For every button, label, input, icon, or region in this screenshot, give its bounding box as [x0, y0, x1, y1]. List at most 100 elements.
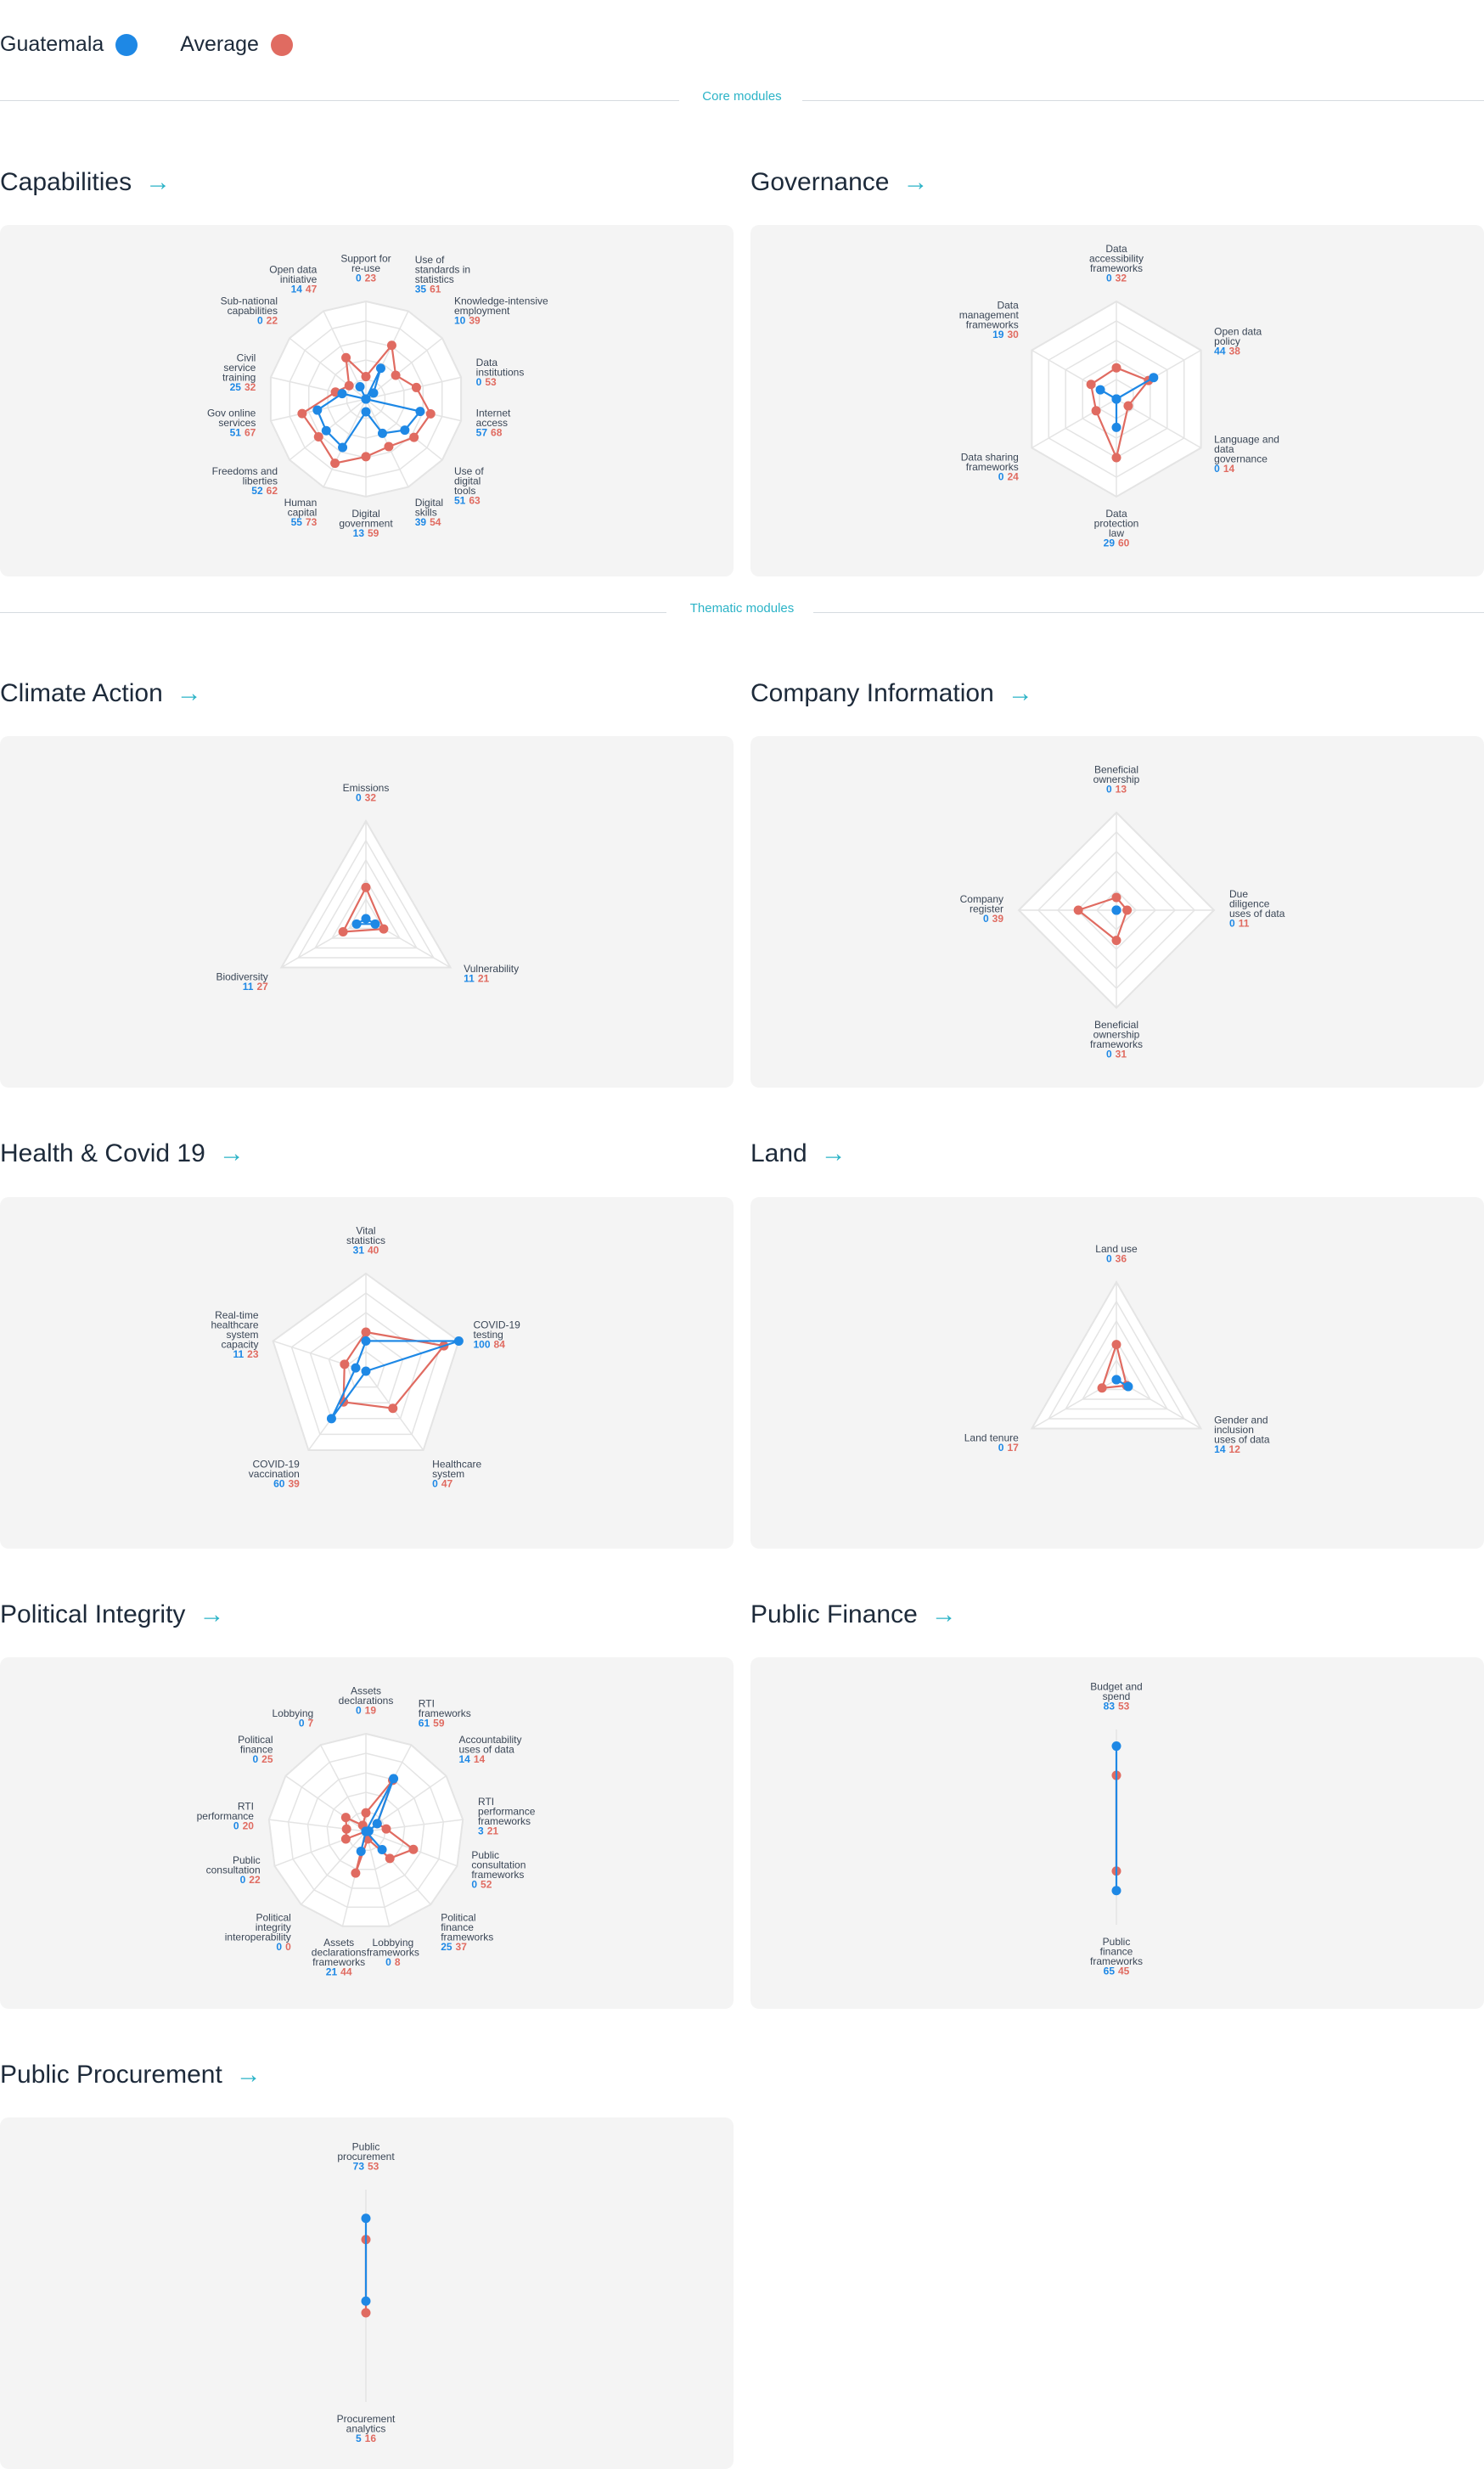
data-point-average[interactable]: [385, 1853, 395, 1864]
data-point-country[interactable]: [453, 1336, 464, 1346]
data-point-country[interactable]: [361, 1826, 371, 1836]
data-point-country[interactable]: [312, 405, 323, 415]
data-point-country[interactable]: [321, 425, 331, 436]
right-arrow-icon[interactable]: →: [145, 168, 171, 196]
data-point-country[interactable]: [400, 425, 410, 436]
data-point-country[interactable]: [361, 1366, 371, 1376]
right-arrow-icon[interactable]: →: [235, 2061, 261, 2089]
data-point-country[interactable]: [361, 914, 371, 924]
data-point-country[interactable]: [372, 1819, 382, 1829]
country-value: 35: [415, 284, 427, 295]
right-arrow-icon[interactable]: →: [1007, 679, 1033, 707]
data-point-country[interactable]: [389, 1774, 399, 1784]
section-title-company-information[interactable]: Company Information →: [750, 679, 1033, 708]
data-point-average[interactable]: [297, 408, 307, 419]
data-point-country[interactable]: [1149, 373, 1159, 383]
data-point-country[interactable]: [368, 388, 379, 398]
data-point-country[interactable]: [415, 407, 425, 417]
section-title-land[interactable]: Land →: [750, 1139, 846, 1168]
right-arrow-icon[interactable]: →: [176, 679, 202, 707]
data-point-country[interactable]: [377, 1845, 387, 1855]
data-point-country[interactable]: [377, 428, 387, 438]
data-point-country[interactable]: [355, 381, 365, 391]
section-title-governance[interactable]: Governance →: [750, 168, 928, 197]
data-point-average[interactable]: [361, 882, 371, 892]
data-point-average[interactable]: [330, 458, 340, 469]
right-arrow-icon[interactable]: →: [218, 1139, 245, 1167]
data-point-country[interactable]: [351, 1363, 361, 1373]
data-point-country[interactable]: [375, 363, 385, 374]
data-point-average[interactable]: [340, 1359, 350, 1369]
data-point-average[interactable]: [338, 927, 348, 937]
data-point-country[interactable]: [1111, 1375, 1121, 1385]
data-point-country[interactable]: [1111, 394, 1121, 404]
data-point-country[interactable]: [370, 919, 380, 929]
data-point-country[interactable]: [361, 2296, 371, 2306]
section-title-capabilities[interactable]: Capabilities →: [0, 168, 171, 197]
data-point-average[interactable]: [1111, 363, 1121, 373]
data-point-average[interactable]: [361, 2308, 371, 2318]
right-arrow-icon[interactable]: →: [902, 168, 929, 196]
data-point-country[interactable]: [1111, 422, 1121, 432]
data-point-average[interactable]: [1123, 401, 1133, 411]
data-point-country[interactable]: [351, 919, 362, 929]
data-point-average[interactable]: [313, 431, 323, 441]
data-point-average[interactable]: [1097, 1383, 1107, 1393]
data-point-average[interactable]: [361, 1808, 371, 1818]
data-point-average[interactable]: [384, 441, 394, 452]
data-point-average[interactable]: [361, 1327, 371, 1337]
data-point-country[interactable]: [361, 394, 371, 404]
data-point-country[interactable]: [361, 407, 371, 417]
data-point-average[interactable]: [1091, 406, 1101, 416]
data-point-average[interactable]: [361, 372, 371, 382]
data-point-average[interactable]: [1086, 380, 1096, 390]
data-point-average[interactable]: [411, 382, 421, 392]
data-point-country[interactable]: [361, 1336, 371, 1346]
right-arrow-icon[interactable]: →: [199, 1600, 225, 1628]
data-point-average[interactable]: [1111, 1340, 1121, 1350]
axis-label-text: Political finance: [238, 1734, 273, 1755]
data-point-average[interactable]: [344, 380, 354, 391]
data-point-country[interactable]: [1095, 385, 1105, 395]
section-title-climate-action[interactable]: Climate Action →: [0, 679, 202, 708]
section-title-political-integrity[interactable]: Political Integrity →: [0, 1600, 224, 1629]
data-point-average[interactable]: [408, 1844, 419, 1854]
data-point-average[interactable]: [341, 1824, 351, 1834]
data-point-average[interactable]: [341, 352, 351, 363]
data-point-country[interactable]: [361, 2213, 371, 2224]
data-point-average[interactable]: [388, 1403, 398, 1414]
data-point-average[interactable]: [409, 432, 419, 442]
data-point-average[interactable]: [386, 340, 396, 351]
data-point-average[interactable]: [340, 1813, 351, 1823]
legend-item-country[interactable]: Guatemala: [0, 32, 138, 57]
right-arrow-icon[interactable]: →: [820, 1139, 846, 1167]
section-title-health-covid-19[interactable]: Health & Covid 19 →: [0, 1139, 245, 1168]
data-point-country[interactable]: [1111, 1886, 1121, 1896]
series-line-average: [341, 885, 385, 933]
data-point-average[interactable]: [1111, 936, 1121, 946]
section-title-public-finance[interactable]: Public Finance →: [750, 1600, 957, 1629]
data-point-country[interactable]: [356, 1846, 366, 1856]
data-point-country[interactable]: [1111, 905, 1121, 915]
data-point-country[interactable]: [1123, 1381, 1133, 1392]
data-point-average[interactable]: [1111, 453, 1121, 463]
data-point-average[interactable]: [1122, 905, 1133, 915]
section-title-public-procurement[interactable]: Public Procurement →: [0, 2061, 261, 2089]
data-point-average[interactable]: [361, 452, 371, 462]
data-point-average[interactable]: [1111, 892, 1121, 903]
data-point-country[interactable]: [338, 442, 348, 453]
data-point-average[interactable]: [351, 1868, 361, 1878]
data-point-average[interactable]: [391, 370, 401, 380]
data-point-country[interactable]: [326, 1414, 336, 1424]
data-point-average[interactable]: [1073, 905, 1083, 915]
data-point-country[interactable]: [1111, 1741, 1121, 1752]
data-point-average[interactable]: [381, 1824, 391, 1834]
data-point-average[interactable]: [425, 408, 436, 419]
data-point-average[interactable]: [340, 1834, 351, 1844]
right-arrow-icon[interactable]: →: [930, 1600, 957, 1628]
legend-item-average[interactable]: Average: [180, 32, 293, 57]
data-point-average[interactable]: [379, 924, 389, 934]
data-point-country[interactable]: [337, 389, 347, 399]
